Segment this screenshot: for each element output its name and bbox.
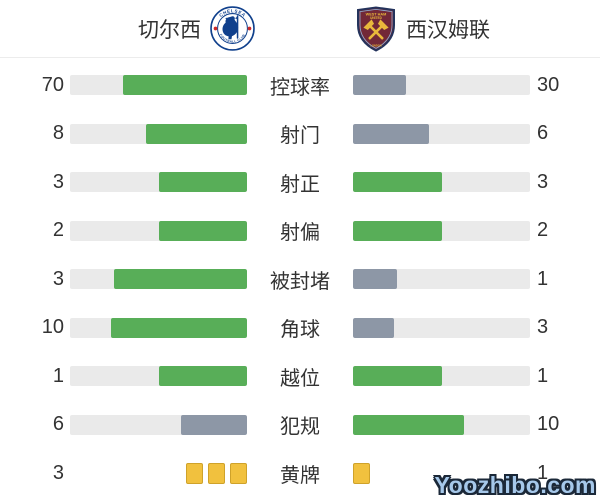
home-yellow-cards <box>70 462 247 484</box>
stat-label: 被封堵 <box>270 270 330 293</box>
stat-row: 3 被封堵 1 <box>0 255 600 304</box>
stat-row: 3 射正 3 <box>0 158 600 207</box>
home-value: 6 <box>52 413 64 436</box>
stat-row: 1 越位 1 <box>0 352 600 401</box>
away-bar-fill <box>353 172 442 193</box>
home-team-name: 切尔西 <box>138 18 201 42</box>
chelsea-badge-icon: CHELSEA FOOTBALL CLUB <box>210 6 255 51</box>
away-value: 6 <box>537 122 549 145</box>
away-bar-fill <box>353 414 464 435</box>
stats-list: 70 控球率 30 8 射门 6 3 射正 3 2 <box>0 58 600 498</box>
chelsea-ring-top-text: CHELSEA <box>218 8 246 18</box>
home-bar-track <box>70 414 247 435</box>
home-bar-track <box>70 317 247 338</box>
stat-label: 越位 <box>280 367 320 390</box>
header-divider <box>0 57 600 58</box>
stat-row: 10 角球 3 <box>0 304 600 353</box>
home-value: 1 <box>52 364 64 387</box>
away-bar-track <box>353 220 530 241</box>
chelsea-red-flower-left <box>213 26 218 31</box>
yellow-card-icon <box>208 462 225 484</box>
home-bar-fill <box>114 269 247 290</box>
crossed-hammers-icon <box>363 18 389 39</box>
away-bar-fill <box>353 269 398 290</box>
home-team-header: 切尔西 CHELSEA FOOTBALL CLUB <box>138 6 255 51</box>
watermark-logo: Yoozhibo.com <box>434 472 596 498</box>
home-value: 3 <box>52 461 64 484</box>
home-bar-fill <box>123 75 247 96</box>
stat-row: 70 控球率 30 <box>0 61 600 110</box>
yellow-card-icon <box>186 462 203 484</box>
westham-text-bottom: LONDON <box>370 43 381 47</box>
away-value: 2 <box>537 219 549 242</box>
away-bar-fill <box>353 123 429 144</box>
stat-label: 射门 <box>280 125 320 148</box>
away-bar-fill <box>353 317 394 338</box>
home-value: 3 <box>52 170 64 193</box>
westham-badge-icon: WEST HAM UNITED LONDON <box>357 5 395 52</box>
home-value: 2 <box>52 219 64 242</box>
home-bar-fill <box>158 366 247 387</box>
stat-row: 6 犯规 10 <box>0 401 600 450</box>
home-value: 3 <box>52 267 64 290</box>
home-bar-fill <box>145 123 247 144</box>
away-value: 30 <box>537 73 560 96</box>
home-bar-track <box>70 269 247 290</box>
away-bar-track <box>353 75 530 96</box>
away-bar-track <box>353 172 530 193</box>
away-bar-track <box>353 123 530 144</box>
westham-text-line2: UNITED <box>370 16 383 20</box>
chelsea-red-flower-right <box>247 26 252 31</box>
home-value: 8 <box>52 122 64 145</box>
away-value: 3 <box>537 316 549 339</box>
away-bar-fill <box>353 366 442 387</box>
away-value: 1 <box>537 267 549 290</box>
stat-label: 控球率 <box>270 76 330 99</box>
svg-text:CHELSEA: CHELSEA <box>218 8 247 18</box>
away-team-header: WEST HAM UNITED LONDON 西汉姆联 <box>355 5 490 52</box>
stat-label: 角球 <box>280 319 320 342</box>
home-bar-fill <box>158 172 247 193</box>
stat-row: 8 射门 6 <box>0 110 600 159</box>
home-bar-track <box>70 366 247 387</box>
away-team-name: 西汉姆联 <box>406 18 490 42</box>
header: 切尔西 CHELSEA FOOTBALL CLUB <box>0 0 600 57</box>
home-bar-track <box>70 172 247 193</box>
away-bar-track <box>353 414 530 435</box>
yellow-card-icon <box>230 462 247 484</box>
away-value: 1 <box>537 461 549 484</box>
yellow-card-icon <box>353 462 370 484</box>
home-bar-track <box>70 123 247 144</box>
stat-label: 犯规 <box>280 416 320 439</box>
away-bar-track <box>353 366 530 387</box>
away-bar-track <box>353 269 530 290</box>
home-bar-fill <box>180 414 247 435</box>
home-bar-fill <box>158 220 247 241</box>
stat-row-yellow-cards: 3 黄牌 1 <box>0 449 600 498</box>
stat-label: 黄牌 <box>280 464 320 487</box>
home-bar-track <box>70 220 247 241</box>
away-value: 10 <box>537 413 560 436</box>
westham-text-line1: WEST HAM <box>366 12 387 16</box>
away-value: 1 <box>537 364 549 387</box>
away-bar-track <box>353 317 530 338</box>
away-value: 3 <box>537 170 549 193</box>
home-value: 70 <box>41 73 64 96</box>
chelsea-lion-icon <box>222 15 239 40</box>
stat-row: 2 射偏 2 <box>0 207 600 256</box>
away-yellow-cards <box>353 462 530 484</box>
home-bar-fill <box>110 317 247 338</box>
away-bar-fill <box>353 220 442 241</box>
stat-label: 射正 <box>280 173 320 196</box>
home-value: 10 <box>41 316 64 339</box>
stat-label: 射偏 <box>280 222 320 245</box>
away-bar-fill <box>353 75 407 96</box>
home-bar-track <box>70 75 247 96</box>
